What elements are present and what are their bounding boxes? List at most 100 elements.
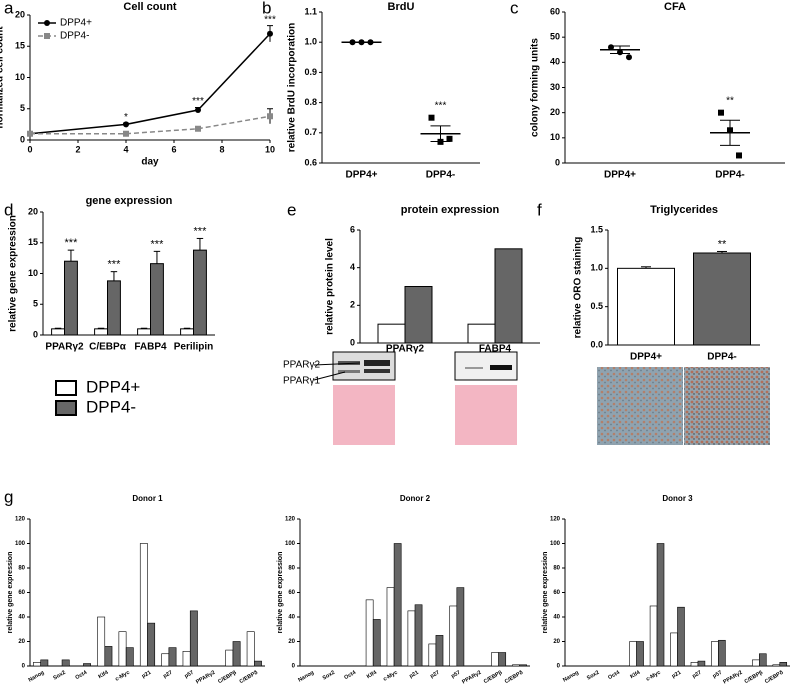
y-tick-label: 120 — [15, 517, 26, 523]
x-tick-label: Klf4 — [366, 669, 379, 680]
line — [30, 115, 271, 135]
y-tick-label: 0.5 — [590, 301, 603, 311]
x-tick-label: p21 — [141, 670, 152, 680]
bar — [498, 652, 507, 667]
legend-label: DPP4- — [86, 397, 136, 416]
panel-label: e — [287, 200, 296, 219]
band — [490, 365, 512, 370]
x-tick-label: C/EBPδ — [504, 669, 525, 685]
point — [428, 114, 435, 121]
bar — [246, 631, 255, 667]
y-tick-label: 40 — [288, 615, 295, 621]
x-tick-label: c-Myc — [645, 670, 662, 683]
x-tick-label: FABP4 — [479, 344, 512, 355]
y-tick-label: 0.6 — [304, 157, 317, 167]
legend-swatch — [55, 380, 77, 396]
bar — [104, 646, 113, 667]
bar — [97, 616, 106, 667]
x-tick-label: 8 — [219, 144, 224, 154]
bar — [168, 647, 177, 667]
y-tick-label: 60 — [288, 590, 295, 596]
chart-title: Triglycerides — [650, 204, 718, 216]
y-tick-label: 20 — [15, 9, 25, 19]
bar — [393, 543, 402, 667]
bar — [232, 641, 241, 667]
y-tick-label: 60 — [553, 590, 560, 596]
significance: ** — [726, 95, 734, 106]
point — [27, 130, 33, 137]
y-axis-label: relative BrdU incorporation — [287, 23, 298, 152]
chart-title: Donor 2 — [400, 494, 431, 503]
x-tick-label: Klf4 — [98, 669, 111, 680]
y-tick-label: 0 — [33, 329, 38, 339]
bar — [629, 641, 637, 667]
x-tick-label: p57 — [184, 670, 195, 680]
y-tick-label: 20 — [553, 639, 560, 645]
bar — [180, 328, 195, 336]
point — [446, 135, 453, 142]
chart-title: Donor 3 — [662, 494, 693, 503]
y-tick-label: 2 — [350, 300, 355, 310]
x-tick-label: 2 — [75, 144, 80, 154]
band — [465, 367, 483, 369]
bar — [512, 664, 520, 667]
point — [123, 121, 129, 128]
y-axis-label: relative ORO staining — [573, 237, 584, 339]
bar — [377, 323, 406, 344]
y-tick-label: 100 — [550, 541, 561, 547]
x-tick-label: DPP4+ — [604, 170, 636, 181]
x-tick-label: c-Myc — [114, 670, 131, 683]
bar — [150, 263, 164, 336]
point — [123, 130, 129, 137]
y-axis-label: relative protein level — [325, 238, 336, 335]
y-tick-label: 20 — [550, 107, 560, 117]
bar — [125, 647, 134, 667]
x-tick-label: Klf4 — [629, 669, 642, 680]
x-tick-label: C/EBPδ — [239, 669, 260, 685]
bar — [779, 662, 788, 667]
blot-label: PPARγ1 — [283, 376, 320, 387]
x-tick-label: DPP4- — [715, 170, 744, 181]
x-tick-label: Sox2 — [322, 670, 336, 682]
y-tick-label: 10 — [550, 132, 560, 142]
significance: * — [124, 112, 128, 123]
band — [364, 360, 390, 366]
x-tick-label: C/EBPβ — [217, 669, 238, 685]
bar — [189, 610, 198, 667]
significance: *** — [65, 237, 79, 249]
y-tick-label: 10 — [28, 268, 38, 278]
bar — [33, 662, 41, 667]
panel-label: c — [510, 0, 519, 17]
point — [267, 113, 273, 120]
legend-swatch — [55, 400, 77, 416]
panel-label: d — [4, 200, 13, 219]
bar — [83, 663, 91, 667]
y-axis-label: normalized cell count — [0, 26, 6, 129]
y-tick-label: 1.5 — [590, 224, 603, 234]
bar — [161, 653, 170, 667]
y-tick-label: 0 — [557, 664, 561, 670]
x-tick-label: 10 — [265, 144, 275, 154]
bar — [404, 286, 433, 344]
bar — [772, 664, 781, 667]
y-tick-label: 1.0 — [304, 37, 317, 47]
point — [195, 125, 201, 132]
y-tick-label: 40 — [18, 615, 25, 621]
y-tick-label: 5 — [20, 103, 25, 113]
point — [267, 30, 273, 37]
panel-label: b — [262, 0, 271, 17]
bar — [467, 323, 496, 344]
x-tick-label: p27 — [691, 670, 702, 680]
bar — [428, 643, 437, 667]
y-tick-label: 0 — [20, 134, 25, 144]
bar — [449, 605, 458, 667]
y-tick-label: 15 — [28, 237, 38, 247]
x-tick-label: PPARγ2 — [386, 344, 425, 355]
y-tick-label: 30 — [550, 82, 560, 92]
x-tick-label: DPP4+ — [346, 170, 378, 181]
y-tick-label: 5 — [33, 299, 38, 309]
panel-label: g — [4, 487, 13, 506]
bar — [386, 587, 395, 667]
x-tick-label: 4 — [123, 144, 128, 154]
